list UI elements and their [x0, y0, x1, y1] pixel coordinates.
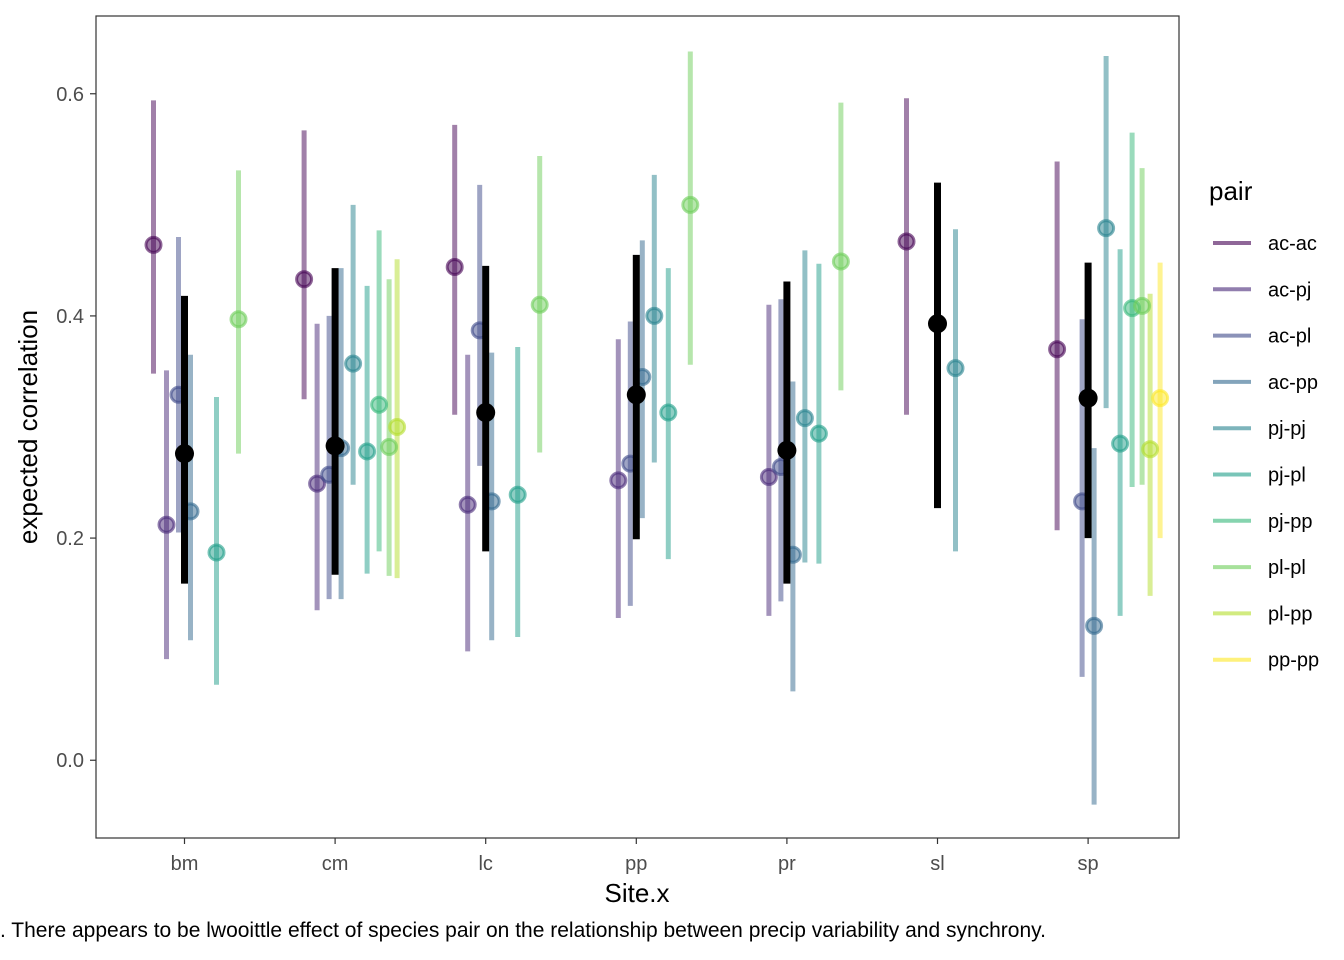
mean-point-bm: [175, 444, 194, 464]
point-pj-pl-cm: [358, 442, 377, 461]
point-pj-pj-pr: [795, 409, 814, 428]
point-pj-pl-lc: [508, 485, 527, 504]
y-axis-title: expected correlation: [13, 310, 43, 544]
legend-label-ac-pp: ac-pp: [1268, 372, 1318, 394]
point-pl-pp-cm: [388, 418, 407, 436]
legend-title: pair: [1209, 176, 1253, 206]
y-axis: 0.0 0.2 0.4 0.6: [56, 84, 96, 772]
legend-label-ac-ac: ac-ac: [1268, 233, 1317, 255]
point-pj-pp-cm: [370, 395, 389, 414]
mean-point-sp: [1078, 388, 1098, 408]
point-pl-pp-sp: [1141, 440, 1160, 459]
point-pl-pl-pr: [831, 252, 850, 271]
y-tick-label: 0.4: [56, 306, 84, 328]
point-pj-pl-pr: [809, 424, 828, 443]
legend-label-pj-pj: pj-pj: [1268, 418, 1306, 440]
legend: pair ac-ac ac-pj ac-pl ac-pp pj-pj pj-pl pj-pp…: [1209, 176, 1319, 672]
mean-point-pr: [777, 440, 797, 460]
point-pl-pl-sp: [1133, 296, 1152, 315]
point-pj-pj-sp: [1097, 219, 1116, 238]
point-pj-pj-cm: [344, 354, 363, 373]
point-ac-ac-lc: [445, 258, 464, 277]
legend-label-pl-pp: pl-pp: [1268, 603, 1312, 625]
legend-label-pj-pp: pj-pp: [1268, 511, 1312, 533]
mean-point-pp: [626, 385, 646, 405]
y-tick-label: 0.2: [56, 528, 84, 550]
figure-caption: . There appears to be lwooittle effect o…: [0, 919, 1046, 942]
mean-point-lc: [476, 403, 496, 423]
point-ac-pj-cm: [308, 474, 327, 493]
legend-label-ac-pl: ac-pl: [1268, 326, 1311, 348]
point-pj-pl-pp: [659, 403, 678, 422]
pair-marks: [144, 51, 1170, 805]
point-ac-ac-cm: [295, 270, 314, 289]
x-tick-label: sl: [930, 853, 944, 875]
point-pj-pj-sl: [946, 359, 965, 378]
point-pp-pp-sp: [1151, 389, 1170, 408]
x-tick-label: pp: [625, 853, 647, 875]
point-pl-pl-cm: [380, 437, 399, 456]
point-pl-pl-bm: [229, 310, 248, 329]
y-tick-label: 0.0: [56, 750, 84, 772]
point-ac-pj-pp: [609, 471, 628, 490]
point-pj-pj-pp: [645, 306, 664, 325]
legend-label-pl-pl: pl-pl: [1268, 557, 1306, 579]
point-ac-pj-lc: [458, 495, 477, 514]
point-ac-ac-bm: [144, 235, 163, 254]
point-pl-pl-pp: [681, 195, 700, 214]
site-mean-marks: [175, 182, 1098, 584]
point-ac-ac-sl: [897, 232, 916, 251]
x-tick-label: bm: [171, 853, 199, 875]
point-ac-pj-pr: [759, 467, 778, 486]
x-axis: bm cm lc pp pr sl sp: [171, 838, 1099, 875]
point-ac-pj-bm: [157, 515, 176, 534]
mean-point-cm: [325, 436, 345, 456]
point-pj-pl-sp: [1111, 434, 1130, 453]
x-tick-label: lc: [478, 853, 492, 875]
y-tick-label: 0.6: [56, 84, 84, 106]
legend-label-pp-pp: pp-pp: [1268, 650, 1319, 672]
point-pl-pl-lc: [530, 295, 549, 314]
point-pj-pl-bm: [207, 543, 226, 562]
legend-label-pj-pl: pj-pl: [1268, 465, 1306, 487]
x-tick-label: sp: [1078, 853, 1099, 875]
x-axis-title: Site.x: [604, 878, 669, 908]
mean-point-sl: [928, 314, 947, 334]
point-ac-pp-sp: [1085, 616, 1104, 635]
legend-label-ac-pj: ac-pj: [1268, 279, 1311, 301]
x-tick-label: pr: [778, 853, 796, 875]
x-tick-label: cm: [322, 853, 349, 875]
point-ac-ac-sp: [1048, 340, 1067, 359]
